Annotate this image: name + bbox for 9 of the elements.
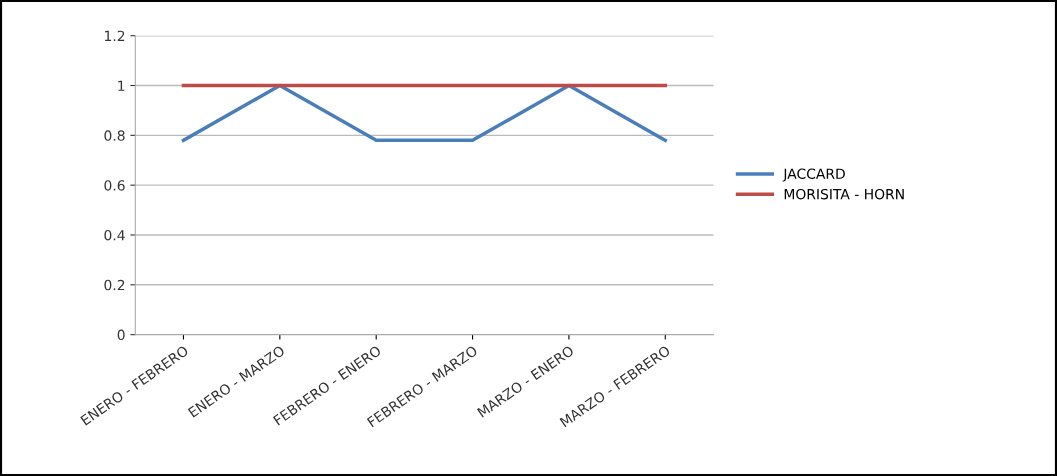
y-tick-label: 0 (117, 329, 125, 341)
legend-label: MORISITA - HORN (784, 188, 904, 200)
y-tick-label: 0.2 (104, 279, 125, 291)
y-tick-label: 1.2 (105, 30, 125, 41)
y-tick-label: 1 (118, 80, 125, 91)
y-tick-label: 0.4 (104, 229, 125, 241)
legend-label: JACCARD (782, 168, 845, 182)
y-tick-label: 0.8 (104, 130, 125, 141)
y-tick-label: 0.6 (104, 180, 125, 191)
